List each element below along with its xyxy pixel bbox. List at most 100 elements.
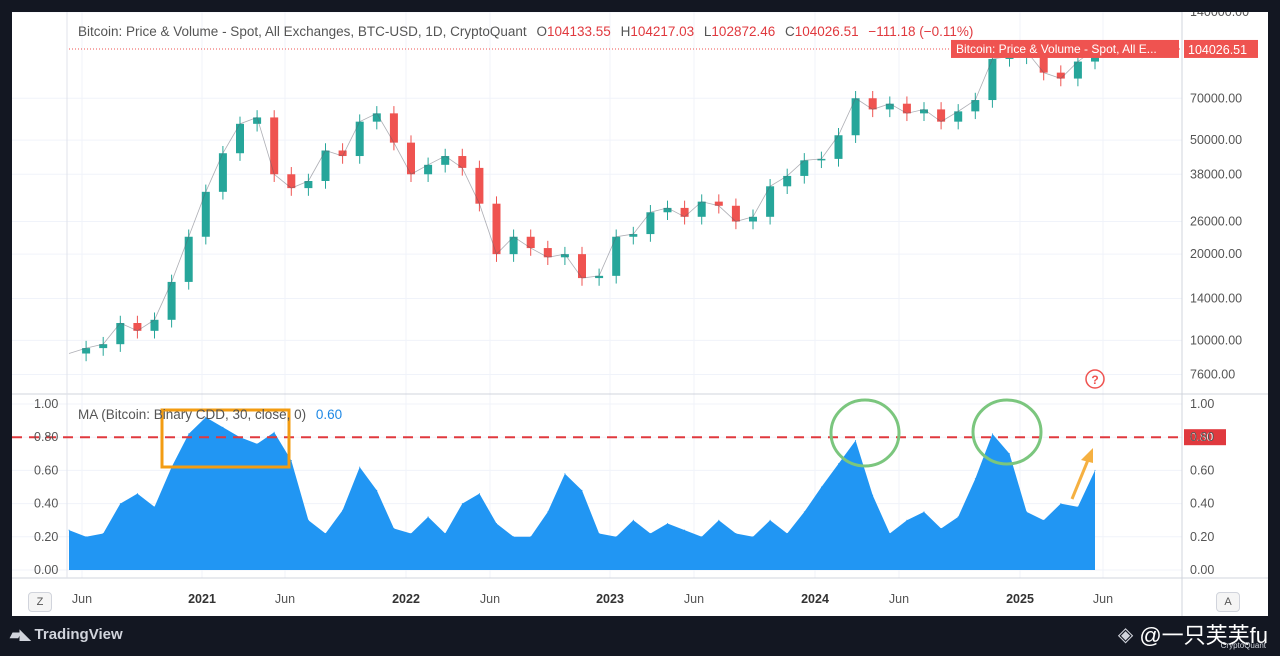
time-axis-label: Jun [889,592,909,606]
candle-body-30 [578,254,586,279]
tradingview-brand[interactable]: ▰◣ TradingView [10,626,123,643]
annotation-circle [971,398,1043,466]
ma-point-58 [1060,503,1062,505]
candle-body-10 [236,123,244,154]
ohlc-open: 104133.55 [546,24,611,39]
candle-body-22 [441,156,450,165]
ma-point-49 [906,519,908,521]
price-legend: Bitcoin: Price & Volume - Spot, All Exch… [78,24,973,39]
time-axis-label: Jun [275,592,295,606]
ma-point-2 [102,532,104,534]
candle-body-43 [800,160,809,176]
candle-body-38 [714,201,723,206]
ma-axis-label-left: 1.00 [34,397,58,411]
candle-body-18 [372,113,381,122]
candle-body-7 [184,236,193,282]
ma-point-23 [461,503,463,505]
footer-bar [0,616,1280,656]
candle-body-21 [424,164,433,175]
watermark-label: @一只芙芙fu [1139,623,1268,648]
ma-axis-label-right: 0.80 [1190,430,1214,444]
ma-point-41 [769,519,771,521]
candle-body-34 [646,212,655,235]
candle-body-17 [355,121,364,157]
candle-body-42 [783,175,792,187]
ma-point-8 [205,416,207,418]
ma-point-30 [581,489,583,491]
ma-point-56 [1026,511,1028,513]
ma-point-0 [68,529,70,531]
annotation-box [160,408,291,469]
ma-point-45 [838,463,839,465]
ma-point-14 [307,519,309,521]
candle-body-15 [321,150,330,182]
ma-point-5 [154,506,155,508]
candle-body-3 [116,323,125,345]
ma-point-32 [615,536,617,538]
ma-point-35 [667,523,668,525]
candle-body-33 [629,234,638,237]
ma-point-16 [342,509,344,511]
time-axis-label: 2021 [188,592,216,606]
candle-body-31 [595,275,604,279]
price-axis-label: 20000.00 [1190,247,1242,261]
series-name-tag [951,39,1179,58]
ma-axis-label-left: 0.00 [34,563,58,577]
ma-point-51 [940,528,942,529]
price-axis-label: 14000.00 [1190,292,1242,306]
candle-body-46 [851,98,860,136]
candle-body-57 [1039,51,1048,73]
last-price-tag [1184,39,1258,58]
ma-axis-label-right: 0.00 [1190,563,1214,577]
ma-axis-label-left: 0.20 [34,530,58,544]
time-axis-label: Jun [684,592,704,606]
ma-point-37 [701,536,703,538]
candle-body-44 [817,158,826,161]
threshold-tag-value: 0.80 [1190,430,1214,444]
time-axis-label: Jun [480,592,500,606]
ma-axis-label-right: 1.00 [1190,397,1214,411]
ma-point-12 [273,431,275,433]
candle-body-1 [82,348,91,354]
timezone-button[interactable]: Z [28,592,52,612]
candle-body-53 [971,100,980,112]
candle-body-20 [407,142,415,175]
candle-body-37 [697,201,706,217]
ma-point-19 [393,528,395,529]
ma-point-33 [632,519,634,521]
annotation-arrow-head [1081,448,1093,463]
candle-body-35 [663,207,672,213]
series-name-tag-label: Bitcoin: Price & Volume - Spot, All E... [956,42,1157,56]
chart-frame: Bitcoin: Price & Volume - Spot, All E...… [12,12,1268,616]
chart-canvas[interactable]: Bitcoin: Price & Volume - Spot, All E...… [12,12,1268,616]
ma-point-27 [530,536,532,538]
ma-point-53 [974,478,976,480]
ma-legend: MA (Bitcoin: Binary CDD, 30, close, 0) 0… [78,407,342,422]
ma-point-3 [119,503,121,505]
candle-body-29 [560,254,569,258]
ma-point-54 [991,433,993,435]
ma-point-46 [855,440,857,442]
price-axis-label: 70000.00 [1190,91,1242,105]
ma-point-55 [1009,453,1010,455]
candle-body-13 [287,174,296,189]
candle-body-40 [749,216,757,222]
auto-scale-button[interactable]: A [1216,592,1240,612]
ma-point-42 [786,532,788,534]
ma-area-series [69,417,1095,570]
ma-point-52 [957,516,959,518]
ma-axis-label-left: 0.80 [34,430,58,444]
ma-point-17 [359,466,361,468]
ma-point-57 [1043,519,1045,521]
candle-body-23 [458,156,467,168]
price-axis-label: 38000.00 [1190,167,1242,181]
ma-legend-title: MA (Bitcoin: Binary CDD, 30, close, 0) [78,407,307,422]
time-axis-label: Jun [1093,592,1113,606]
candle-body-25 [492,203,501,255]
ma-point-40 [752,536,754,538]
price-axis-label: 7600.00 [1190,368,1235,382]
ma-point-26 [513,536,515,538]
candle-body-11 [253,117,262,124]
help-icon [1085,369,1105,389]
ma-point-48 [889,532,891,534]
